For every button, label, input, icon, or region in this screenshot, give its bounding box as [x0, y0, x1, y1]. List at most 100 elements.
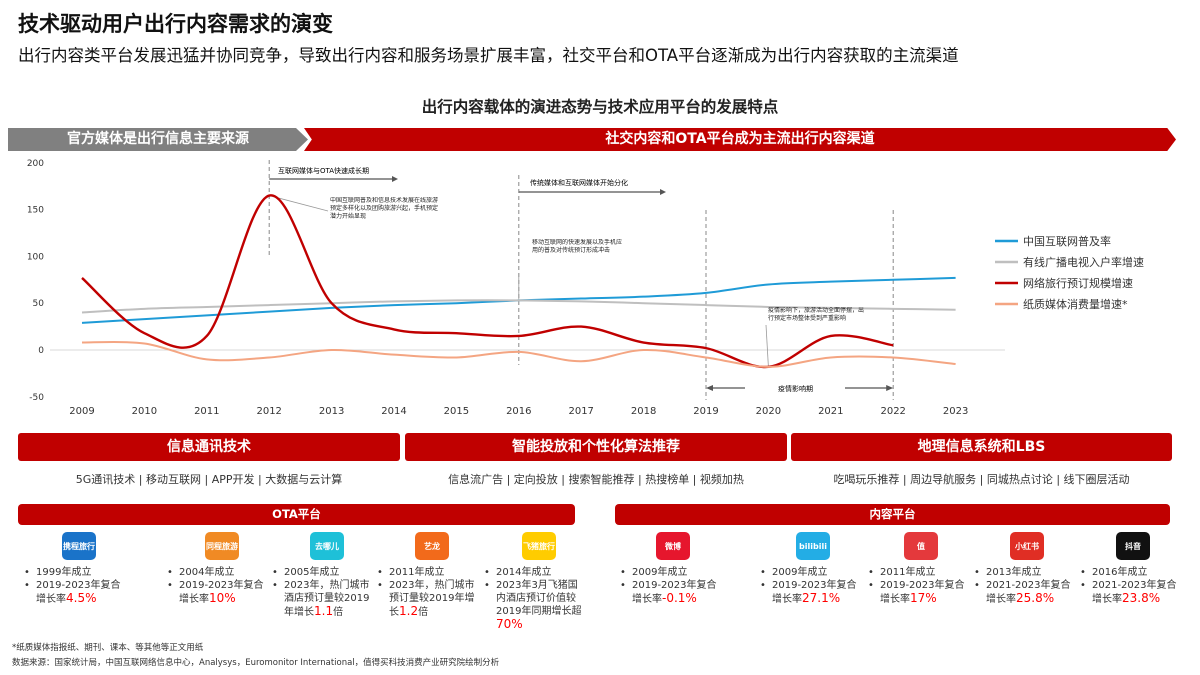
growth: 2019-2023年复合增长率4.5%: [22, 579, 127, 606]
annotation-2012: 中国互联网普及和信息技术发展在线旅游预定多样化以及团购旅游兴起，手机预定潜力开始…: [330, 197, 439, 220]
legend-label: 中国互联网普及率: [1023, 234, 1111, 248]
growth: 2023年3月飞猪国内酒店预订价值较2019年同期增长超70%: [482, 579, 587, 632]
tech-header: 地理信息系统和LBS: [791, 433, 1172, 461]
growth-label: 2023年，热门城市酒店预订量较2019年增长: [284, 580, 370, 618]
growth-label: 2023年3月飞猪国内酒店预订价值较2019年同期增长超: [496, 580, 582, 617]
growth: 2021-2023年复合增长率23.8%: [1078, 579, 1183, 606]
platform-card: 同程旅游 2004年成立 2019-2023年复合增长率10%: [165, 532, 270, 606]
platform-logo: 值: [904, 532, 938, 560]
x-tick-label: 2012: [256, 406, 281, 417]
tech-header: 智能投放和个性化算法推荐: [405, 433, 787, 461]
page-title: 技术驱动用户出行内容需求的演变: [18, 12, 333, 36]
ota-header: OTA平台: [18, 504, 575, 525]
growth-value: 4.5%: [66, 591, 97, 605]
founded: 2011年成立: [866, 566, 971, 579]
y-tick-label: 0: [38, 346, 44, 356]
platform-card: 小红书 2013年成立 2021-2023年复合增长率25.8%: [972, 532, 1077, 606]
platform-logo: 同程旅游: [205, 532, 239, 560]
growth-value: 1.1: [314, 604, 334, 618]
timeline-banner: 官方媒体是出行信息主要来源 社交内容和OTA平台成为主流出行内容渠道: [8, 128, 1176, 151]
growth: 2019-2023年复合增长率27.1%: [758, 579, 863, 606]
y-tick-label: 50: [33, 299, 45, 309]
growth-label: 2021-2023年复合增长率: [986, 580, 1071, 605]
growth-value: 1.2: [399, 604, 419, 618]
footnote: *纸质媒体指报纸、期刊、课本、等其他等正文用纸: [12, 643, 204, 653]
x-tick-label: 2016: [506, 406, 531, 417]
platform-card: 值 2011年成立 2019-2023年复合增长率17%: [866, 532, 971, 606]
logo-text: 去哪儿: [315, 541, 339, 551]
growth-suffix: 倍: [418, 607, 429, 618]
growth: 2021-2023年复合增长率25.8%: [972, 579, 1077, 606]
banner-social-ota: 社交内容和OTA平台成为主流出行内容渠道: [304, 128, 1176, 151]
founded: 2004年成立: [165, 566, 270, 579]
growth-value: 23.8%: [1122, 591, 1161, 605]
x-tick-label: 2011: [194, 406, 219, 417]
growth-label: 2023年，热门城市预订量较2019年增长: [389, 580, 475, 618]
data-source: 数据来源：国家统计局，中国互联网络信息中心，Analysys，Euromonit…: [12, 658, 500, 668]
x-tick-label: 2015: [444, 406, 469, 417]
growth-value: 70%: [496, 617, 523, 631]
legend-label: 纸质媒体消费量增速*: [1023, 297, 1128, 311]
annotation-leader: [765, 324, 769, 367]
series-line-2: [81, 194, 894, 369]
platform-card: 飞猪旅行 2014年成立 2023年3月飞猪国内酒店预订价值较2019年同期增长…: [482, 532, 587, 632]
chart-title: 出行内容载体的演进态势与技术应用平台的发展特点: [421, 98, 779, 116]
series-line-1: [81, 299, 956, 314]
growth: 2019-2023年复合增长率10%: [165, 579, 270, 606]
logo-text: 小红书: [1015, 541, 1039, 551]
x-tick-label: 2018: [631, 406, 656, 417]
y-tick-label: 200: [27, 159, 44, 169]
x-tick-label: 2010: [132, 406, 157, 417]
arrow-head: [886, 385, 894, 391]
arrow-head: [706, 385, 713, 391]
arrow-head: [660, 189, 666, 195]
founded: 2011年成立: [375, 566, 480, 579]
x-tick-label: 2019: [693, 406, 718, 417]
x-tick-label: 2009: [69, 406, 94, 417]
growth-label: 2019-2023年复合增长率: [772, 580, 857, 605]
x-tick-label: 2022: [880, 406, 905, 417]
arrow-head: [392, 176, 398, 182]
growth-label: 2021-2023年复合增长率: [1092, 580, 1177, 605]
platform-logo: 携程旅行: [62, 532, 96, 560]
founded: 1999年成立: [22, 566, 127, 579]
founded: 2016年成立: [1078, 566, 1183, 579]
tech-items: 信息流广告 | 定向投放 | 搜索智能推荐 | 热搜榜单 | 视频加热: [448, 473, 744, 486]
growth-label: 2019-2023年复合增长率: [36, 580, 121, 605]
platform-card: bilibili 2009年成立 2019-2023年复合增长率27.1%: [758, 532, 863, 606]
y-tick-label: 100: [27, 252, 44, 262]
logo-text: 微博: [665, 541, 681, 551]
platform-logo: 去哪儿: [310, 532, 344, 560]
x-tick-label: 2013: [319, 406, 344, 417]
logo-text: 飞猪旅行: [523, 541, 555, 551]
y-tick-label: 150: [27, 206, 44, 216]
x-tick-label: 2020: [756, 406, 781, 417]
logo-text: 抖音: [1125, 541, 1141, 551]
content-header: 内容平台: [615, 504, 1170, 525]
logo-text: 携程旅行: [63, 541, 95, 551]
platform-card: 抖音 2016年成立 2021-2023年复合增长率23.8%: [1078, 532, 1183, 606]
x-tick-label: 2014: [381, 406, 406, 417]
growth-label: 2019-2023年复合增长率: [632, 580, 717, 605]
founded: 2009年成立: [618, 566, 723, 579]
growth: 2019-2023年复合增长率17%: [866, 579, 971, 606]
legend-label: 有线广播电视入户率增速: [1023, 255, 1144, 269]
annotation-covid: 疫情影响期: [778, 384, 813, 393]
growth-value: 10%: [209, 591, 236, 605]
banner-official-media: 官方媒体是出行信息主要来源: [8, 128, 308, 151]
annotation-2016: 移动互联网的快速发展以及手机应用的普及对传统预订形成冲击: [532, 239, 623, 254]
platform-card: 艺龙 2011年成立 2023年，热门城市预订量较2019年增长1.2倍: [375, 532, 480, 619]
logo-text: bilibili: [799, 541, 827, 551]
growth-value: 25.8%: [1016, 591, 1055, 605]
growth: 2023年，热门城市酒店预订量较2019年增长1.1倍: [270, 579, 375, 619]
founded: 2014年成立: [482, 566, 587, 579]
platform-logo: 微博: [656, 532, 690, 560]
growth: 2023年，热门城市预订量较2019年增长1.2倍: [375, 579, 480, 619]
annotation-period2: 传统媒体和互联网媒体开始分化: [530, 178, 628, 187]
platform-logo: 抖音: [1116, 532, 1150, 560]
platform-logo: bilibili: [796, 532, 830, 560]
logo-text: 值: [917, 541, 925, 551]
x-tick-label: 2023: [943, 406, 968, 417]
growth: 2019-2023年复合增长率-0.1%: [618, 579, 723, 606]
annotation-2020: 疫情影响下，旅游活动全面停摆，出行预定市场整体受到严重影响: [768, 307, 865, 322]
